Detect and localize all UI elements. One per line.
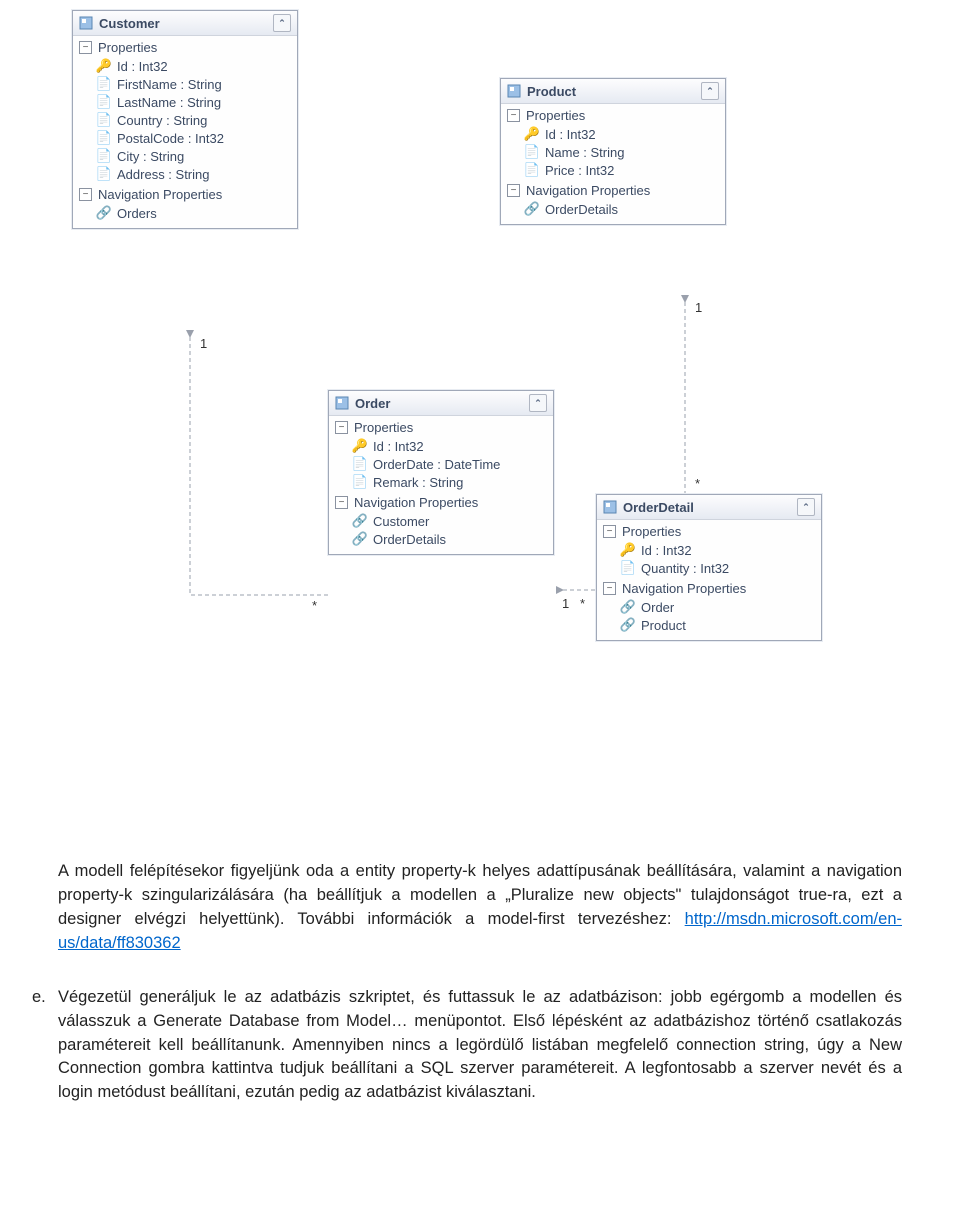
- list-marker: e.: [32, 986, 58, 1106]
- section-label: Navigation Properties: [526, 183, 650, 198]
- list-item-e: e. Végezetül generáljuk le az adatbázis …: [0, 986, 960, 1136]
- nav-row[interactable]: 🔗Customer: [329, 512, 553, 530]
- property-row[interactable]: 📄LastName : String: [73, 93, 297, 111]
- nav-icon: 🔗: [351, 513, 369, 529]
- list-body: Végezetül generáljuk le az adatbázis szk…: [58, 986, 902, 1106]
- prop-icon: 📄: [95, 130, 113, 146]
- property-row[interactable]: 🔑Id : Int32: [501, 125, 725, 143]
- section-label: Properties: [526, 108, 585, 123]
- property-row[interactable]: 📄Remark : String: [329, 473, 553, 491]
- prop-icon: 📄: [95, 76, 113, 92]
- nav-row[interactable]: 🔗OrderDetails: [501, 200, 725, 218]
- property-row[interactable]: 📄FirstName : String: [73, 75, 297, 93]
- card-order-one: 1: [562, 596, 569, 611]
- section-label: Properties: [622, 524, 681, 539]
- section-label: Navigation Properties: [98, 187, 222, 202]
- section-label: Properties: [354, 420, 413, 435]
- paragraph-1: A modell felépítésekor figyeljünk oda a …: [0, 830, 960, 986]
- entity-icon: [603, 500, 617, 514]
- nav-icon: 🔗: [351, 531, 369, 547]
- entity-title: Product: [527, 84, 701, 99]
- property-row[interactable]: 📄Price : Int32: [501, 161, 725, 179]
- property-row[interactable]: 🔑Id : Int32: [329, 437, 553, 455]
- toggle-icon[interactable]: −: [79, 188, 92, 201]
- property-row[interactable]: 📄Address : String: [73, 165, 297, 183]
- prop-icon: 📄: [95, 112, 113, 128]
- nav-row[interactable]: 🔗Orders: [73, 204, 297, 222]
- properties-section[interactable]: − Properties: [501, 104, 725, 125]
- nav-icon: 🔗: [619, 599, 637, 615]
- toggle-icon[interactable]: −: [603, 582, 616, 595]
- entity-header-customer[interactable]: Customer ⌃: [73, 11, 297, 36]
- key-icon: 🔑: [351, 438, 369, 454]
- prop-icon: 📄: [351, 474, 369, 490]
- properties-section[interactable]: − Properties: [597, 520, 821, 541]
- property-row[interactable]: 📄City : String: [73, 147, 297, 165]
- card-product-one: 1: [695, 300, 702, 315]
- toggle-icon[interactable]: −: [507, 109, 520, 122]
- nav-row[interactable]: 🔗Product: [597, 616, 821, 634]
- prop-icon: 📄: [351, 456, 369, 472]
- prop-icon: 📄: [523, 162, 541, 178]
- entity-icon: [79, 16, 93, 30]
- toggle-icon[interactable]: −: [335, 421, 348, 434]
- collapse-icon[interactable]: ⌃: [797, 498, 815, 516]
- prop-icon: 📄: [95, 166, 113, 182]
- toggle-icon[interactable]: −: [507, 184, 520, 197]
- entity-order[interactable]: Order ⌃ − Properties 🔑Id : Int32 📄OrderD…: [328, 390, 554, 555]
- entity-header-order[interactable]: Order ⌃: [329, 391, 553, 416]
- prop-icon: 📄: [619, 560, 637, 576]
- property-row[interactable]: 🔑Id : Int32: [73, 57, 297, 75]
- key-icon: 🔑: [523, 126, 541, 142]
- section-label: Navigation Properties: [354, 495, 478, 510]
- prop-icon: 📄: [95, 148, 113, 164]
- section-label: Properties: [98, 40, 157, 55]
- nav-section[interactable]: − Navigation Properties: [329, 491, 553, 512]
- collapse-icon[interactable]: ⌃: [701, 82, 719, 100]
- nav-icon: 🔗: [619, 617, 637, 633]
- entity-title: OrderDetail: [623, 500, 797, 515]
- card-customer-many: *: [312, 598, 317, 613]
- entity-orderdetail[interactable]: OrderDetail ⌃ − Properties 🔑Id : Int32 📄…: [596, 494, 822, 641]
- property-row[interactable]: 📄Name : String: [501, 143, 725, 161]
- entity-icon: [335, 396, 349, 410]
- nav-icon: 🔗: [95, 205, 113, 221]
- properties-section[interactable]: − Properties: [73, 36, 297, 57]
- nav-section[interactable]: − Navigation Properties: [597, 577, 821, 598]
- entity-title: Customer: [99, 16, 273, 31]
- entity-icon: [507, 84, 521, 98]
- diagram-canvas: 1 * 1 * 1 * Customer ⌃ − Properties 🔑Id …: [0, 0, 960, 830]
- prop-icon: 📄: [95, 94, 113, 110]
- entity-product[interactable]: Product ⌃ − Properties 🔑Id : Int32 📄Name…: [500, 78, 726, 225]
- nav-row[interactable]: 🔗OrderDetails: [329, 530, 553, 548]
- properties-section[interactable]: − Properties: [329, 416, 553, 437]
- entity-customer[interactable]: Customer ⌃ − Properties 🔑Id : Int32 📄Fir…: [72, 10, 298, 229]
- key-icon: 🔑: [619, 542, 637, 558]
- nav-section[interactable]: − Navigation Properties: [73, 183, 297, 204]
- property-row[interactable]: 📄OrderDate : DateTime: [329, 455, 553, 473]
- key-icon: 🔑: [95, 58, 113, 74]
- entity-title: Order: [355, 396, 529, 411]
- section-label: Navigation Properties: [622, 581, 746, 596]
- entity-header-orderdetail[interactable]: OrderDetail ⌃: [597, 495, 821, 520]
- property-row[interactable]: 🔑Id : Int32: [597, 541, 821, 559]
- toggle-icon[interactable]: −: [79, 41, 92, 54]
- nav-section[interactable]: − Navigation Properties: [501, 179, 725, 200]
- nav-row[interactable]: 🔗Order: [597, 598, 821, 616]
- property-row[interactable]: 📄PostalCode : Int32: [73, 129, 297, 147]
- entity-header-product[interactable]: Product ⌃: [501, 79, 725, 104]
- toggle-icon[interactable]: −: [335, 496, 348, 509]
- prop-icon: 📄: [523, 144, 541, 160]
- card-product-many: *: [695, 476, 700, 491]
- card-customer-one: 1: [200, 336, 207, 351]
- property-row[interactable]: 📄Country : String: [73, 111, 297, 129]
- nav-icon: 🔗: [523, 201, 541, 217]
- toggle-icon[interactable]: −: [603, 525, 616, 538]
- property-row[interactable]: 📄Quantity : Int32: [597, 559, 821, 577]
- collapse-icon[interactable]: ⌃: [529, 394, 547, 412]
- card-order-many: *: [580, 596, 585, 611]
- collapse-icon[interactable]: ⌃: [273, 14, 291, 32]
